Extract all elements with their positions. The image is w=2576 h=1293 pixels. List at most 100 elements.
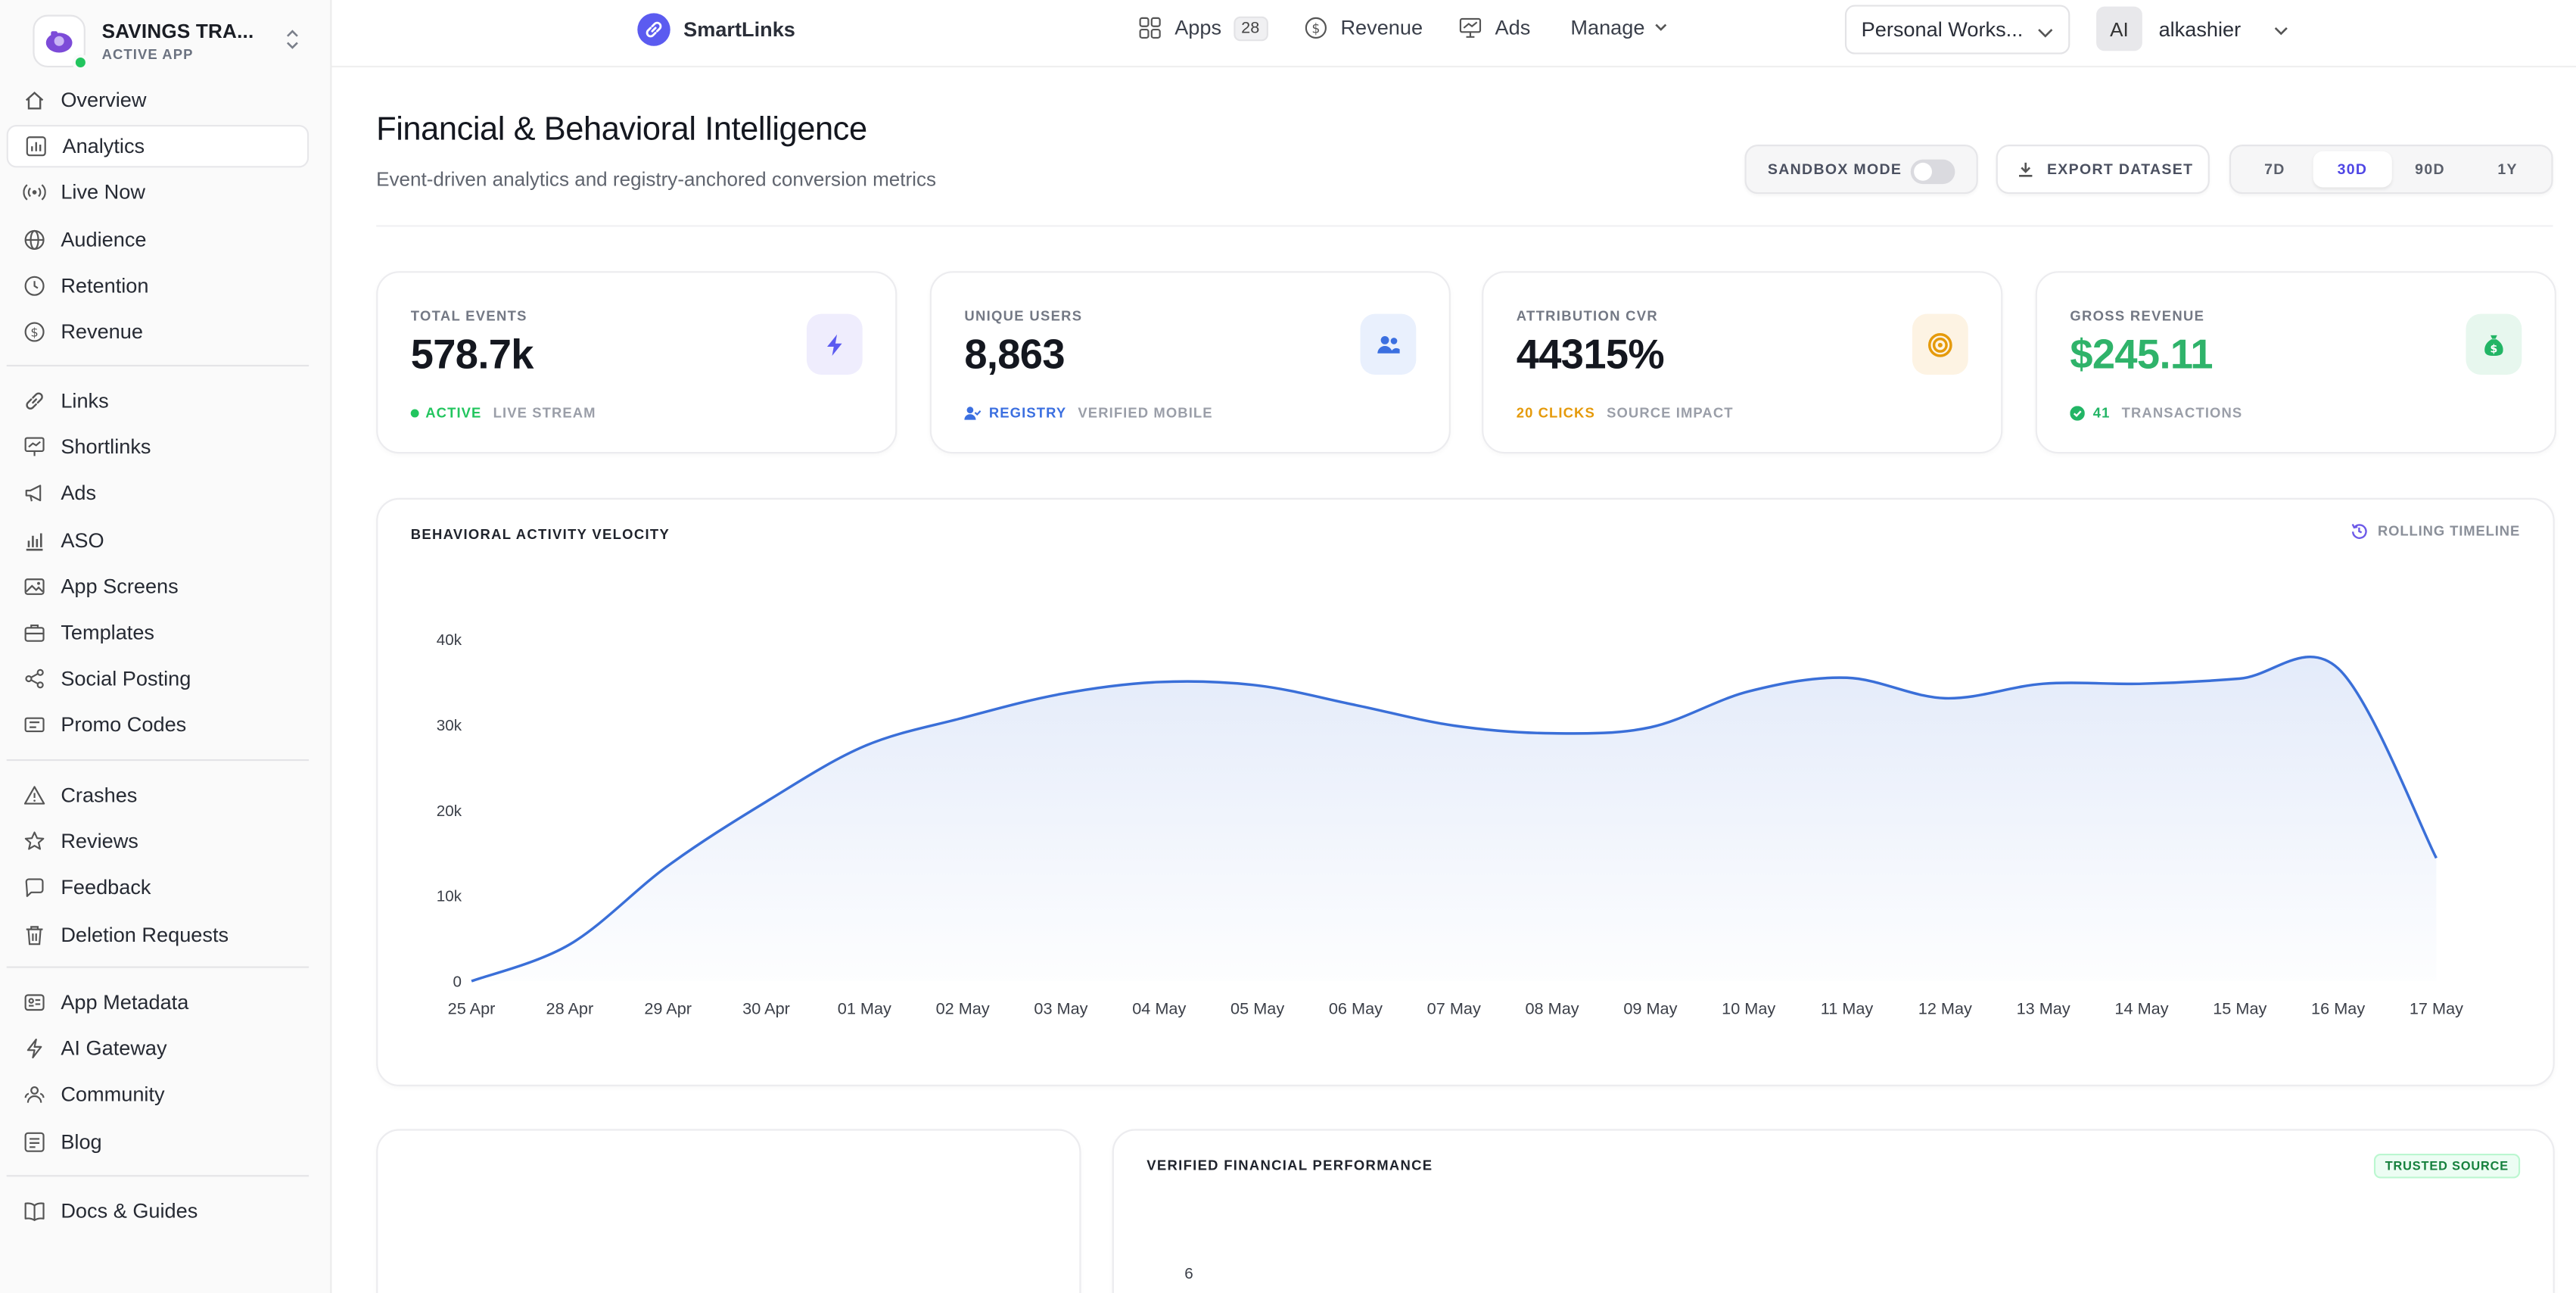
- data-point-0[interactable]: [462, 971, 481, 991]
- data-point-5[interactable]: [953, 708, 972, 728]
- range-7d[interactable]: 7D: [2264, 160, 2285, 178]
- range-90d[interactable]: 90D: [2415, 160, 2445, 178]
- data-point-8[interactable]: [1248, 675, 1268, 695]
- data-point-11[interactable]: [1542, 724, 1562, 743]
- data-point-6[interactable]: [1051, 684, 1071, 704]
- sidebar-item-community[interactable]: Community: [7, 1073, 309, 1116]
- data-point-9[interactable]: [1346, 695, 1365, 715]
- stat-value: 578.7k: [410, 332, 534, 379]
- financial-y-tick: 6: [1184, 1265, 1193, 1284]
- header-divider: [376, 225, 2553, 227]
- sidebar-item-label: Ads: [61, 481, 97, 506]
- sidebar-item-social-posting[interactable]: Social Posting: [7, 658, 309, 700]
- data-point-13[interactable]: [1739, 681, 1759, 701]
- chart-title: BEHAVIORAL ACTIVITY VELOCITY: [410, 525, 670, 543]
- data-point-7[interactable]: [1150, 672, 1169, 692]
- sidebar-item-ai-gateway[interactable]: AI Gateway: [7, 1027, 309, 1070]
- stat-footer: ACTIVE LIVE STREAM: [410, 404, 596, 421]
- sidebar-item-retention[interactable]: Retention: [7, 264, 309, 307]
- sidebar-item-label: Audience: [61, 227, 147, 251]
- sidebar-item-label: Revenue: [61, 320, 143, 344]
- sidebar-item-revenue[interactable]: $ Revenue: [7, 310, 309, 353]
- x-tick-label: 25 Apr: [448, 999, 496, 1017]
- sidebar-item-ads[interactable]: Ads: [7, 472, 309, 515]
- sidebar-item-links[interactable]: Links: [7, 379, 309, 422]
- x-tick-label: 11 May: [1821, 999, 1874, 1017]
- stat-label: GROSS REVENUE: [2070, 307, 2205, 324]
- avatar: AI: [2096, 6, 2142, 51]
- stat-footer-primary-text: REGISTRY: [988, 404, 1067, 421]
- download-icon: [2018, 161, 2034, 178]
- data-point-2[interactable]: [658, 856, 678, 876]
- data-point-3[interactable]: [756, 792, 776, 812]
- data-point-20[interactable]: [2426, 848, 2446, 868]
- sidebar-item-deletion-requests[interactable]: Deletion Requests: [7, 913, 309, 955]
- star-icon: [23, 830, 45, 853]
- nav-apps[interactable]: Apps 28: [1138, 0, 1268, 56]
- app-switcher[interactable]: SAVINGS TRA... ACTIVE APP: [33, 13, 312, 71]
- ticket-icon: [23, 714, 45, 737]
- data-point-16[interactable]: [2033, 674, 2053, 693]
- history-icon: [2351, 522, 2368, 539]
- sidebar-item-reviews[interactable]: Reviews: [7, 821, 309, 863]
- chevron-up-down-icon[interactable]: [286, 28, 299, 58]
- sandbox-mode-toggle[interactable]: SANDBOX MODE: [1744, 145, 1978, 195]
- nav-manage[interactable]: Manage: [1570, 0, 1667, 56]
- app-status: ACTIVE APP: [101, 45, 194, 63]
- data-point-15[interactable]: [1935, 688, 1955, 708]
- x-tick-label: 01 May: [838, 999, 891, 1017]
- trusted-source-badge: TRUSTED SOURCE: [2373, 1153, 2521, 1179]
- toggle-switch[interactable]: [1910, 159, 1955, 185]
- message-icon: [23, 877, 45, 899]
- sidebar-item-label: Promo Codes: [61, 713, 187, 737]
- export-dataset-button[interactable]: EXPORT DATASET: [1996, 145, 2210, 195]
- sidebar-item-templates[interactable]: Templates: [7, 611, 309, 653]
- data-point-14[interactable]: [1837, 668, 1857, 687]
- x-tick-label: 12 May: [1918, 999, 1972, 1017]
- stat-footer-primary: 41: [2070, 404, 2110, 421]
- sidebar-item-docs-guides[interactable]: Docs & Guides: [7, 1190, 309, 1232]
- sidebar-item-app-screens[interactable]: App Screens: [7, 565, 309, 607]
- user-menu[interactable]: AI alkashier: [2096, 6, 2288, 51]
- link-logo-icon: [637, 13, 670, 46]
- app-name: SAVINGS TRA...: [101, 20, 254, 43]
- sidebar-group: App Metadata AI Gateway Community Blog: [7, 981, 309, 1167]
- data-point-4[interactable]: [854, 737, 874, 756]
- stat-label: UNIQUE USERS: [964, 307, 1083, 324]
- data-point-17[interactable]: [2132, 674, 2151, 693]
- sidebar-item-overview[interactable]: Overview: [7, 79, 309, 121]
- sidebar-item-app-metadata[interactable]: App Metadata: [7, 981, 309, 1023]
- x-tick-label: 09 May: [1623, 999, 1677, 1017]
- sidebar-item-live-now[interactable]: Live Now: [7, 172, 309, 214]
- sidebar-item-analytics[interactable]: Analytics: [6, 125, 310, 168]
- workspace-select[interactable]: Personal Works...: [1844, 5, 2070, 55]
- sidebar-item-label: Overview: [61, 89, 147, 112]
- sidebar-item-shortlinks[interactable]: Shortlinks: [7, 426, 309, 469]
- data-point-19[interactable]: [2329, 659, 2348, 678]
- sidebar-item-crashes[interactable]: Crashes: [7, 774, 309, 816]
- stat-footer-primary-text: 20 CLICKS: [1516, 404, 1595, 421]
- top-bar: SmartLinks Apps 28 $ Revenue Ads Manage: [331, 0, 2576, 68]
- range-30d[interactable]: 30D: [2313, 151, 2391, 188]
- stat-footer-secondary: TRANSACTIONS: [2121, 404, 2243, 421]
- sidebar-item-audience[interactable]: Audience: [7, 218, 309, 260]
- x-tick-label: 06 May: [1329, 999, 1383, 1017]
- page-title: Financial & Behavioral Intelligence: [376, 111, 867, 148]
- sidebar-group: Crashes Reviews Feedback Deletion Requests: [7, 774, 309, 959]
- stat-footer: REGISTRY VERIFIED MOBILE: [964, 404, 1212, 421]
- sidebar-item-blog[interactable]: Blog: [7, 1120, 309, 1163]
- y-tick-label: 20k: [437, 802, 462, 820]
- sidebar-item-promo-codes[interactable]: Promo Codes: [7, 704, 309, 746]
- x-tick-label: 29 Apr: [644, 999, 692, 1017]
- user-name: alkashier: [2158, 17, 2242, 41]
- sidebar-item-aso[interactable]: ASO: [7, 519, 309, 561]
- brand[interactable]: SmartLinks: [637, 13, 795, 46]
- data-point-18[interactable]: [2230, 668, 2250, 688]
- data-point-12[interactable]: [1641, 718, 1660, 737]
- range-1y[interactable]: 1Y: [2497, 160, 2518, 178]
- data-point-10[interactable]: [1444, 715, 1464, 735]
- data-point-1[interactable]: [560, 934, 580, 954]
- nav-revenue[interactable]: $ Revenue: [1305, 0, 1423, 56]
- nav-ads[interactable]: Ads: [1459, 0, 1530, 56]
- sidebar-item-feedback[interactable]: Feedback: [7, 867, 309, 909]
